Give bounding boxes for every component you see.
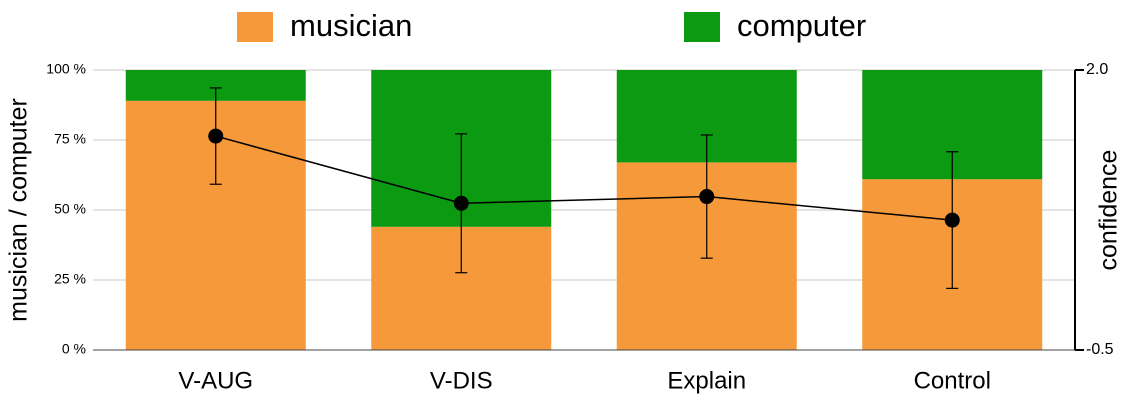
marker — [453, 195, 469, 211]
x-tick-label: Explain — [667, 367, 746, 394]
y-tick-label: 50 % — [54, 201, 86, 217]
marker — [208, 128, 224, 144]
line — [215, 135, 953, 221]
marker — [699, 189, 715, 205]
legend-label: computer — [737, 8, 866, 43]
legend-swatch — [237, 12, 273, 42]
legend-label: musician — [290, 8, 412, 43]
y2-tick-label: -0.5 — [1086, 341, 1114, 358]
y-axis-label: musician / computer — [5, 98, 33, 322]
y-tick-label: 0 % — [62, 341, 86, 357]
y-tick-label: 75 % — [54, 131, 86, 147]
y-tick-label: 100 % — [46, 61, 86, 77]
x-tick-label: V-DIS — [430, 367, 493, 394]
y2-axis-label: confidence — [1095, 150, 1123, 271]
y2-tick-label: 2.0 — [1086, 61, 1108, 78]
marker — [944, 212, 960, 228]
x-tick-label: V-AUG — [178, 367, 253, 394]
y-tick-label: 25 % — [54, 271, 86, 287]
legend-swatch — [684, 12, 720, 42]
x-tick-label: Control — [914, 367, 991, 394]
